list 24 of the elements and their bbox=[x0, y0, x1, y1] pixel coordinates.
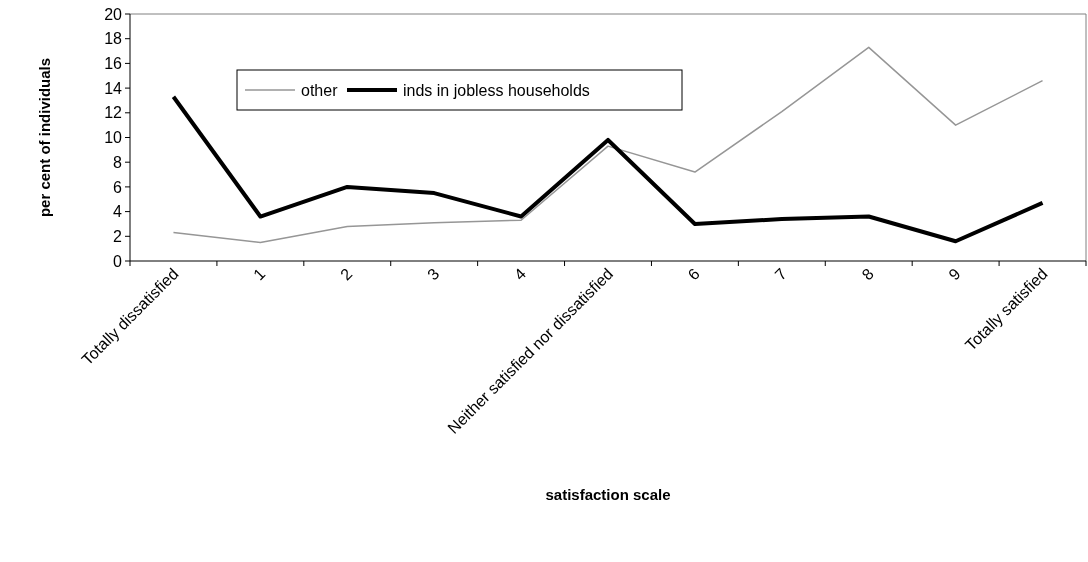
y-tick-label: 18 bbox=[104, 30, 123, 48]
x-tick-label: 4 bbox=[510, 265, 530, 284]
x-tick-label: 2 bbox=[337, 265, 356, 284]
y-tick-label: 12 bbox=[104, 104, 123, 122]
y-tick-label: 20 bbox=[104, 5, 123, 23]
y-tick-label: 2 bbox=[113, 227, 123, 245]
line-series bbox=[172, 46, 1044, 244]
y-tick-label: 8 bbox=[113, 153, 123, 171]
y-tick-label: 16 bbox=[104, 55, 123, 72]
x-tick-label: 8 bbox=[858, 265, 877, 284]
legend-label: other bbox=[301, 81, 339, 99]
x-tick-label: 1 bbox=[250, 265, 269, 284]
x-tick-label: 7 bbox=[771, 265, 791, 284]
y-tick-label: 14 bbox=[104, 79, 123, 97]
x-axis-title: satisfaction scale bbox=[545, 486, 671, 503]
legend-label: inds in jobless households bbox=[403, 81, 590, 99]
x-tick-label: 6 bbox=[684, 265, 704, 284]
y-tick-label: 0 bbox=[113, 252, 123, 270]
x-tick-label: 3 bbox=[423, 265, 443, 284]
y-tick-label: 4 bbox=[113, 203, 123, 221]
y-tick-label: 6 bbox=[113, 178, 123, 196]
x-tick-label: 9 bbox=[945, 265, 964, 284]
y-tick-label: 10 bbox=[104, 129, 123, 147]
y-axis-title: per cent of individuals bbox=[36, 57, 53, 218]
